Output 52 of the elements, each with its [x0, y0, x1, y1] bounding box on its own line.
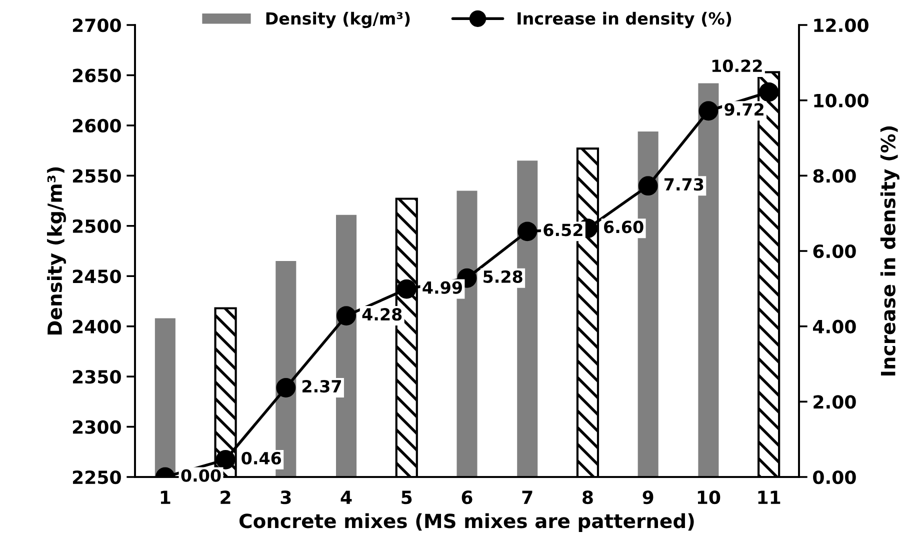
y-tick-label: 2650: [72, 68, 121, 82]
point: [698, 101, 718, 121]
x-tick-label: 9: [642, 490, 654, 504]
y2-tick-label: 10.00: [814, 94, 868, 108]
data-label: 7.73: [664, 178, 704, 191]
legend-label: Density (kg/m³): [266, 12, 410, 28]
y-tick-label: 2700: [72, 18, 121, 32]
y2-tick-label: 4.00: [813, 320, 856, 334]
data-label: 4.99: [422, 281, 462, 294]
legend-label: Increase in density (%): [518, 12, 732, 28]
y-tick-label: 2400: [72, 320, 121, 334]
x-tick-label: 7: [522, 490, 532, 504]
point: [336, 306, 356, 326]
y-axis-title: Density (kg/m³): [47, 167, 66, 335]
y2-axis-title: Increase in density (%): [880, 126, 900, 376]
y-tick-label: 2250: [72, 470, 121, 484]
x-tick-label: 1: [160, 490, 170, 504]
y2-tick-label: 0.00: [813, 470, 856, 484]
y2-tick-label: 6.00: [813, 244, 856, 258]
point: [518, 222, 538, 242]
data-label: 2.37: [302, 380, 341, 393]
point: [276, 378, 296, 398]
point: [638, 176, 658, 196]
x-tick-label: 5: [402, 490, 412, 504]
y-tick-label: 2300: [72, 420, 121, 434]
x-tick-label: 3: [280, 490, 291, 504]
y-tick-label: 2550: [72, 169, 121, 183]
point: [759, 82, 779, 102]
x-tick-label: 8: [582, 490, 593, 504]
point: [216, 450, 236, 470]
y2-tick-label: 8.00: [813, 169, 856, 183]
y-tick-label: 2500: [72, 219, 121, 234]
y-tick-label: 2350: [72, 370, 121, 384]
y-tick-label: 2450: [72, 270, 121, 284]
y2-tick-label: 12.00: [814, 18, 868, 32]
x-tick-label: 10: [698, 490, 720, 504]
x-tick-label: 6: [462, 490, 472, 504]
data-label: 6.60: [604, 220, 644, 234]
point: [396, 279, 416, 299]
x-tick-label: 4: [340, 490, 352, 504]
x-tick-label: 11: [758, 490, 780, 504]
x-tick-label: 2: [220, 490, 230, 504]
data-label: 5.28: [484, 270, 522, 283]
y-tick-label: 2600: [72, 118, 121, 133]
data-label: 9.72: [724, 103, 764, 116]
x-axis-title: Concrete mixes (MS mixes are patterned): [239, 513, 694, 532]
y2-tick-label: 2.00: [814, 395, 856, 409]
data-label: 0.46: [242, 452, 282, 465]
data-label: 6.52: [544, 224, 582, 236]
data-label: 0.00: [181, 469, 221, 482]
data-label: 4.28: [362, 308, 402, 321]
data-label: 10.22: [712, 60, 762, 72]
